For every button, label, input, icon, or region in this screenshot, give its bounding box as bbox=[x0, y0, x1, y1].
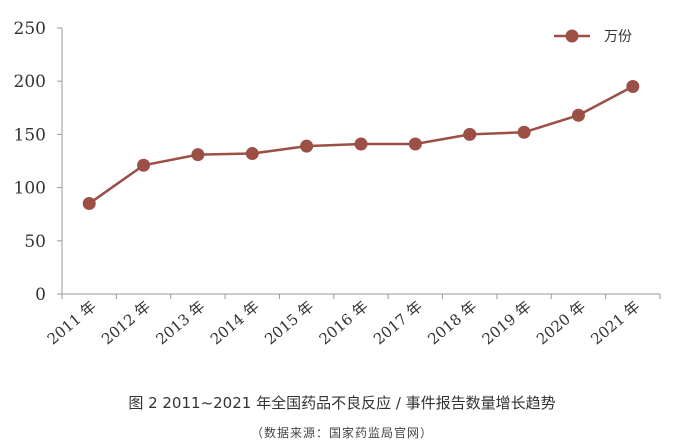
y-tick-label: 150 bbox=[14, 125, 46, 145]
data-point bbox=[571, 108, 585, 122]
data-point bbox=[191, 148, 205, 162]
series-line bbox=[82, 80, 640, 211]
legend-label: 万份 bbox=[604, 29, 632, 45]
data-point bbox=[354, 137, 368, 151]
x-tick-label: 2013 年 bbox=[153, 297, 209, 348]
y-tick-label: 50 bbox=[24, 232, 46, 252]
chart-axes bbox=[61, 28, 660, 295]
data-point bbox=[300, 139, 314, 153]
x-tick-label: 2020 年 bbox=[533, 297, 589, 348]
y-tick-label: 250 bbox=[14, 19, 46, 39]
data-point bbox=[517, 125, 531, 139]
x-tick-label: 2012 年 bbox=[98, 297, 154, 348]
figure-caption: 图 2 2011~2021 年全国药品不良反应 / 事件报告数量增长趋势 bbox=[128, 394, 556, 412]
data-point bbox=[408, 137, 422, 151]
x-tick-label: 2021 年 bbox=[587, 297, 643, 348]
legend: 万份 bbox=[554, 29, 632, 45]
x-tick-label: 2014 年 bbox=[207, 297, 263, 348]
data-point bbox=[463, 127, 477, 141]
data-source-note: （数据来源：国家药监局官网） bbox=[250, 426, 433, 440]
legend-swatch-marker bbox=[565, 29, 579, 43]
data-point bbox=[626, 80, 640, 94]
x-tick-label: 2016 年 bbox=[316, 297, 372, 348]
x-tick-label: 2017 年 bbox=[370, 297, 426, 348]
x-tick-label: 2015 年 bbox=[261, 297, 317, 348]
y-tick-label: 100 bbox=[14, 179, 46, 199]
y-tick-label: 200 bbox=[14, 72, 46, 92]
data-point bbox=[82, 197, 96, 211]
y-axis-ticks: 0 50 100 150 200 250 bbox=[14, 19, 62, 305]
y-tick-label: 0 bbox=[35, 285, 46, 305]
data-point bbox=[245, 147, 259, 161]
x-tick-label: 2018 年 bbox=[424, 297, 480, 348]
data-point bbox=[137, 158, 151, 172]
x-tick-label: 2011 年 bbox=[44, 297, 100, 348]
x-tick-label: 2019 年 bbox=[479, 297, 535, 348]
